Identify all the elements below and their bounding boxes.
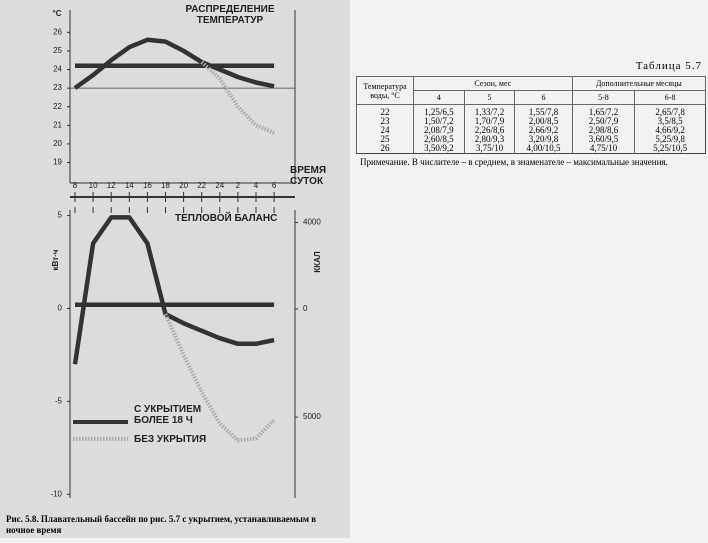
table-block: Таблица 5.7 Температура воды, °С Сезон, … <box>356 60 707 167</box>
table-cell: 4,00/10,5 <box>514 144 573 154</box>
table-cell: 1,65/7,2 <box>571 104 635 117</box>
table-cell: 2,08/7,9 <box>413 126 465 135</box>
header-cell: Температура воды, °С <box>356 76 414 105</box>
subheader-cell: 5-8 <box>571 90 636 105</box>
legend-label: С УКРЫТИЕМ БОЛЕЕ 18 Ч <box>134 404 202 426</box>
figure: 19 20 21 22 23 24 25 26 °C 8 10 12 14 16 18 20 22 24 2 4 6 5 0… <box>0 0 350 538</box>
series-line <box>73 37 275 90</box>
table-cell: 2,50/7,9 <box>571 117 635 126</box>
table-cell: 1,70/7,9 <box>463 117 515 126</box>
table: Температура воды, °С Сезон, мес Дополнит… <box>356 76 707 154</box>
chart-title: РАСПРЕДЕЛЕНИЕ ТЕМПЕРАТУР <box>185 4 275 26</box>
subheader-cell: 6 <box>514 90 573 105</box>
subheader-cell: 5 <box>463 90 516 105</box>
table-cell: 3,50/9,2 <box>413 144 465 154</box>
x-tick-label: 6 <box>272 181 277 190</box>
y-tick-label: -5 <box>55 396 63 405</box>
table-cell: 4,75/10 <box>571 144 635 154</box>
table-cell: 2,60/8,5 <box>413 135 465 144</box>
table-note: Примечание. В числителе – в среднем, в з… <box>360 157 668 167</box>
table-cell: 2,26/8,6 <box>463 126 515 135</box>
y-tick-label: 5 <box>58 211 63 220</box>
y-axis-label: кВт·ч <box>51 249 60 270</box>
x-tick-label: 8 <box>73 181 78 190</box>
x-tick-label: 2 <box>236 181 241 190</box>
table-row: 22 1,25/6,5 1,33/7,2 1,55/7,8 1,65/7,2 2,65/7… <box>356 104 706 117</box>
y-tick-label: 23 <box>53 83 62 92</box>
y2-axis-label: ККАЛ <box>313 251 322 273</box>
table-cell: 23 <box>356 117 414 126</box>
table-row: 23 1,50/7,2 1,70/7,9 2,00/8,5 2,50/7,9 3,5/8,… <box>356 117 706 126</box>
y-tick-label: 25 <box>53 46 62 55</box>
header-cell: Сезон, мес <box>413 76 573 91</box>
table-cell: 3,75/10 <box>463 144 515 154</box>
table-row: 24 2,08/7,9 2,26/8,6 2,66/9,2 2,98/8,6 4,66/9… <box>356 126 706 135</box>
table-cell: 2,98/8,6 <box>571 126 635 135</box>
series-line <box>72 215 275 365</box>
table-cell: 1,33/7,2 <box>463 104 515 117</box>
x-axis-label: ВРЕМЯ СУТОК <box>290 165 327 187</box>
y2-tick-label: 4000 <box>303 218 321 227</box>
table-cell: 1,25/6,5 <box>413 104 465 117</box>
subheader-cell: 6-8 <box>634 90 706 105</box>
table-cell: 2,80/9,3 <box>463 135 515 144</box>
y2-tick-label: 0 <box>303 304 308 313</box>
header-cell: Дополнительные месяцы <box>571 76 707 91</box>
table-cell: 4,66/9,2 <box>634 126 706 135</box>
table-cell: 25 <box>356 135 414 144</box>
y-tick-label: 22 <box>53 102 62 111</box>
table-cell: 5,25/9,8 <box>634 135 706 144</box>
y-tick-label: 20 <box>53 139 62 148</box>
table-title: Таблица 5.7 <box>635 60 702 72</box>
y-tick-label: 21 <box>53 120 62 129</box>
x-tick-label: 16 <box>143 181 152 190</box>
table-cell: 3,5/8,5 <box>634 117 706 126</box>
y-tick-label: 19 <box>53 158 62 167</box>
table-cell: 26 <box>356 144 414 154</box>
x-tick-label: 22 <box>197 181 206 190</box>
x-tick-label: 20 <box>179 181 188 190</box>
table-cell: 3,60/9,5 <box>571 135 635 144</box>
table-cell: 1,50/7,2 <box>413 117 465 126</box>
series-line <box>163 313 276 443</box>
y2-tick-label: 5000 <box>303 412 321 421</box>
y-tick-label: 26 <box>53 27 62 36</box>
y-tick-label: 24 <box>53 65 62 74</box>
table-cell: 24 <box>356 126 414 135</box>
y-tick-label: -10 <box>50 489 62 498</box>
table-row: 25 2,60/8,5 2,80/9,3 3,20/9,8 3,60/9,5 5,25/9… <box>356 135 706 144</box>
table-cell: 22 <box>356 104 414 117</box>
subheader-cell: 4 <box>413 90 465 105</box>
x-tick-label: 4 <box>254 181 259 190</box>
caption: Рис. 5.8. Плавательный бассейн по рис. 5… <box>6 514 317 535</box>
legend-label: БЕЗ УКРЫТИЯ <box>134 434 207 445</box>
y-axis-label: °C <box>53 9 62 18</box>
series-line <box>200 60 275 135</box>
table-cell: 3,20/9,8 <box>514 135 573 144</box>
table-cell: 2,00/8,5 <box>514 117 573 126</box>
x-tick-label: 10 <box>89 181 98 190</box>
table-cell: 2,65/7,8 <box>634 104 706 117</box>
table-cell: 1,55/7,8 <box>514 104 573 117</box>
x-tick-label: 14 <box>125 181 134 190</box>
chart-title: ТЕПЛОВОЙ БАЛАНС <box>175 213 278 224</box>
table-row: 26 3,50/9,2 3,75/10 4,00/10,5 4,75/10 5,25/10… <box>356 144 706 154</box>
table-cell: 5,25/10,5 <box>634 144 706 154</box>
y-tick-label: 0 <box>58 304 63 313</box>
x-tick-label: 24 <box>215 181 224 190</box>
x-tick-label: 12 <box>107 181 116 190</box>
x-tick-label: 18 <box>161 181 170 190</box>
table-cell: 2,66/9,2 <box>514 126 573 135</box>
